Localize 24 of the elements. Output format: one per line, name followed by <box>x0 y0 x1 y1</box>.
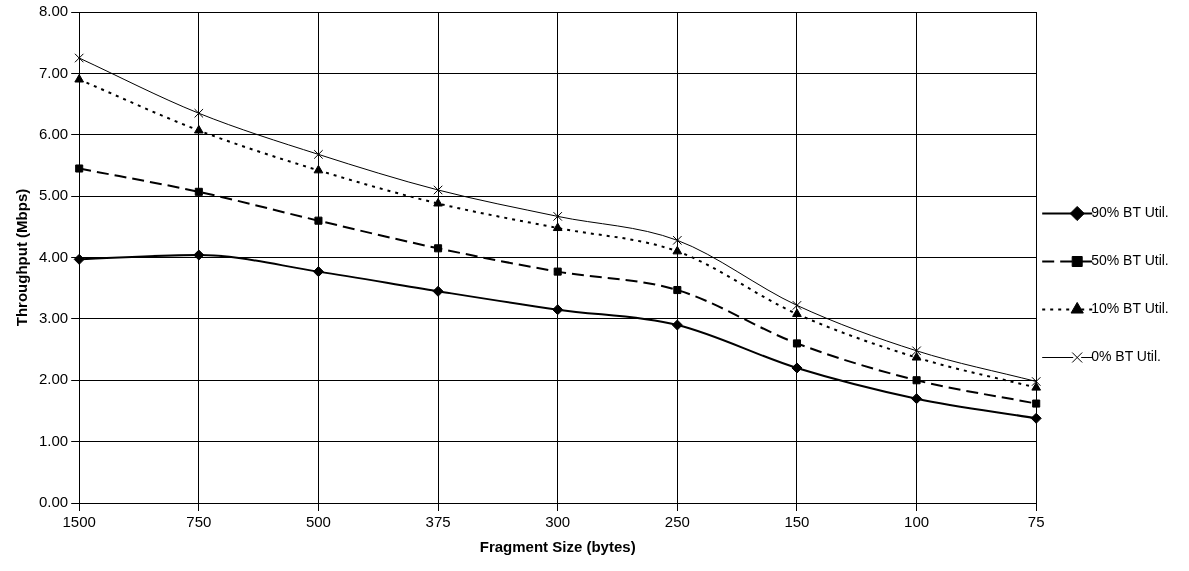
y-tick-label: 7.00 <box>38 63 69 81</box>
x-tick-label: 150 <box>784 513 810 531</box>
x-tick-label: 100 <box>904 513 930 531</box>
y-tick-label: 8.00 <box>38 2 69 20</box>
y-tick-label: 3.00 <box>38 309 69 327</box>
legend-label: 10% BT Util. <box>1091 300 1169 317</box>
y-tick-label: 4.00 <box>38 247 69 265</box>
y-tick-label: 5.00 <box>38 186 69 204</box>
y-tick-label: 0.00 <box>38 493 69 511</box>
x-tick-label: 375 <box>425 513 451 531</box>
legend-label: 50% BT Util. <box>1091 252 1169 269</box>
y-tick-label: 6.00 <box>38 124 69 142</box>
x-tick-label: 1500 <box>62 513 96 531</box>
x-tick-label: 500 <box>305 513 331 531</box>
legend-label: 90% BT Util. <box>1091 204 1169 221</box>
legend-label: 0% BT Util. <box>1091 348 1161 365</box>
y-tick-label: 2.00 <box>38 370 69 388</box>
x-tick-label: 75 <box>1027 513 1045 531</box>
x-tick-label: 250 <box>664 513 690 531</box>
x-tick-label: 750 <box>186 513 212 531</box>
x-axis-title: Fragment Size (bytes) <box>479 538 636 556</box>
x-tick-label: 300 <box>545 513 571 531</box>
y-axis-title: Throughput (Mbps) <box>13 188 31 327</box>
y-tick-label: 1.00 <box>38 431 69 449</box>
